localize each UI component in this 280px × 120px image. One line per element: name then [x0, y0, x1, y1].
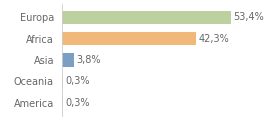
Text: 0,3%: 0,3% — [65, 98, 90, 108]
Text: 3,8%: 3,8% — [76, 55, 101, 65]
Bar — [62, 11, 231, 24]
Bar — [62, 32, 196, 45]
Text: 0,3%: 0,3% — [65, 76, 90, 86]
Text: 42,3%: 42,3% — [198, 34, 229, 44]
Bar — [62, 53, 74, 67]
Text: 53,4%: 53,4% — [234, 12, 264, 22]
